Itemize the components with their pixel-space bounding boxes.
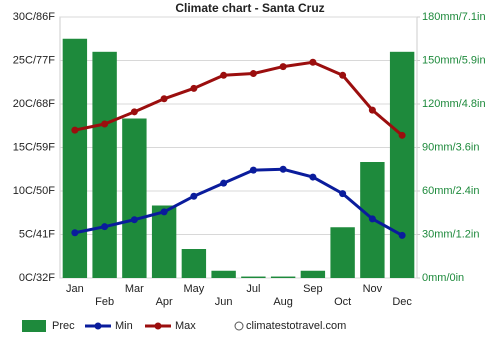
point — [309, 58, 317, 66]
x-tick-label: Jan — [66, 283, 84, 295]
x-tick-label: Dec — [392, 296, 412, 308]
x-tick-label: Apr — [156, 296, 173, 308]
y-tick-label: 25C/77F — [13, 54, 55, 66]
bar — [270, 276, 296, 278]
bar — [241, 276, 266, 278]
y-tick-label: 15C/59F — [13, 141, 55, 153]
bar — [122, 118, 147, 278]
x-tick-label: Oct — [334, 296, 351, 308]
y-tick-label: 10C/50F — [13, 185, 55, 197]
point — [71, 229, 79, 237]
point — [249, 166, 257, 174]
x-tick-label: Aug — [273, 296, 293, 308]
line — [74, 167, 403, 237]
y-tick-label: 0C/32F — [19, 272, 55, 284]
bar — [211, 270, 236, 278]
point — [220, 71, 228, 79]
bar — [92, 51, 117, 278]
point — [249, 70, 257, 78]
source-label: climatestotravel.com — [246, 320, 346, 332]
x-tick-label: May — [183, 283, 204, 295]
x-tick-label: Jul — [246, 283, 260, 295]
point — [160, 95, 168, 103]
y2-tick-label: 60mm/2.4in — [422, 185, 479, 197]
x-tick-label: Jun — [215, 296, 233, 308]
point — [339, 71, 347, 79]
legend-label: Prec — [52, 320, 75, 332]
x-tick-label: Nov — [363, 283, 383, 295]
bar — [181, 249, 207, 278]
line — [74, 60, 404, 137]
y2-tick-label: 120mm/4.8in — [422, 98, 486, 110]
point — [368, 215, 376, 223]
point — [368, 106, 376, 114]
chart-title: Climate chart - Santa Cruz — [175, 1, 324, 15]
y2-tick-label: 30mm/1.2in — [422, 228, 479, 240]
legend-label: Min — [115, 320, 133, 332]
point — [71, 126, 79, 134]
point — [398, 231, 406, 239]
point — [190, 84, 198, 92]
legend-label: Max — [175, 320, 196, 332]
point — [339, 190, 347, 198]
point — [130, 108, 138, 116]
x-tick-label: Mar — [125, 283, 144, 295]
point — [160, 208, 168, 216]
point — [279, 165, 287, 173]
y-tick-label: 20C/68F — [13, 98, 55, 110]
y2-tick-label: 0mm/0in — [422, 272, 464, 284]
bar — [62, 38, 88, 278]
x-tick-label: Sep — [303, 283, 323, 295]
point — [101, 120, 109, 128]
bar — [151, 205, 177, 278]
x-tick-label: Feb — [95, 296, 114, 308]
point — [190, 192, 198, 200]
y2-tick-label: 90mm/3.6in — [422, 141, 479, 153]
bar — [330, 227, 355, 278]
source-icon — [234, 321, 244, 331]
point — [279, 63, 287, 71]
legend-dot — [94, 322, 102, 330]
point — [220, 179, 228, 187]
legend-dot — [154, 322, 162, 330]
bar — [300, 270, 326, 278]
point — [398, 131, 406, 139]
point — [130, 216, 138, 224]
point — [101, 223, 109, 231]
y-tick-label: 30C/86F — [13, 11, 55, 23]
y-tick-label: 5C/41F — [19, 228, 55, 240]
point — [309, 173, 317, 181]
bar — [389, 51, 415, 278]
y2-tick-label: 180mm/7.1in — [422, 11, 486, 23]
legend-swatch — [22, 320, 46, 332]
y2-tick-label: 150mm/5.9in — [422, 54, 486, 66]
